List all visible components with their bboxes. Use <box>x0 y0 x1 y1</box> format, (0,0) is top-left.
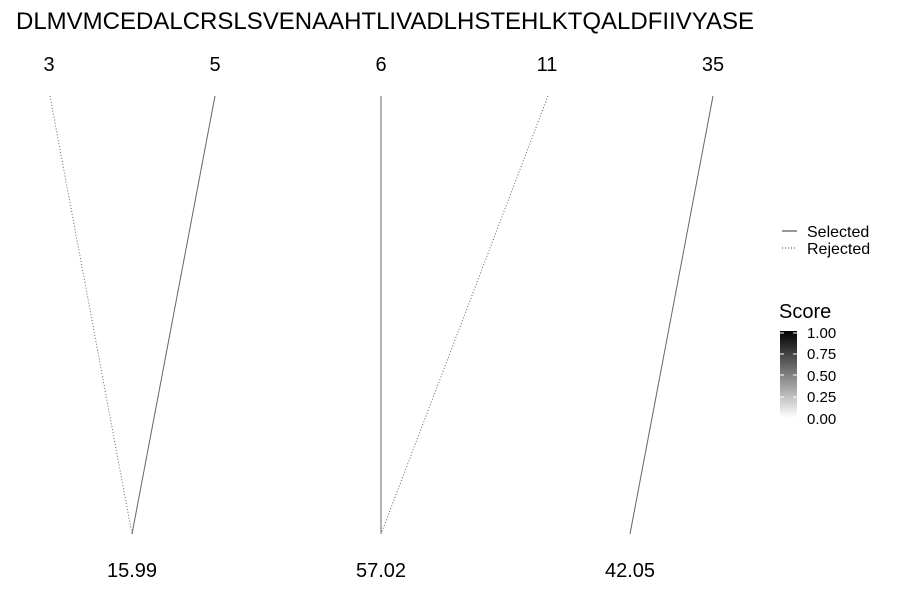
top-label: 35 <box>702 54 724 76</box>
bottom-label: 57.02 <box>356 560 406 582</box>
link-line-selected <box>629 95 714 535</box>
score-tick-label: 0.25 <box>807 389 836 406</box>
link-line-rejected <box>49 95 133 535</box>
link-line-selected <box>131 95 216 535</box>
top-label: 11 <box>537 54 558 76</box>
peptide-sequence: DLMVMCEDALCRSLSVENAAHTLIVADLHSTEHLKTQALD… <box>16 8 754 35</box>
link-lines <box>49 95 714 535</box>
link-line-rejected <box>380 95 549 535</box>
score-tick-label: 1.00 <box>807 325 836 342</box>
legend-label-selected: Selected <box>807 224 869 241</box>
score-tick-label: 0.50 <box>807 368 836 385</box>
legend-label-rejected: Rejected <box>807 241 870 258</box>
score-legend-title: Score <box>779 301 831 323</box>
top-label: 3 <box>43 54 54 76</box>
top-label: 5 <box>209 54 220 76</box>
score-tick-label: 0.00 <box>807 411 836 428</box>
score-legend: Score 1.00 0.75 0.50 0.25 0.00 <box>779 301 836 428</box>
score-colorbar <box>780 331 797 418</box>
score-tick-label: 0.75 <box>807 346 836 363</box>
top-label: 6 <box>375 54 386 76</box>
line-type-legend: Selected Rejected <box>782 224 870 258</box>
bottom-label: 42.05 <box>605 560 655 582</box>
bottom-label: 15.99 <box>107 560 157 582</box>
